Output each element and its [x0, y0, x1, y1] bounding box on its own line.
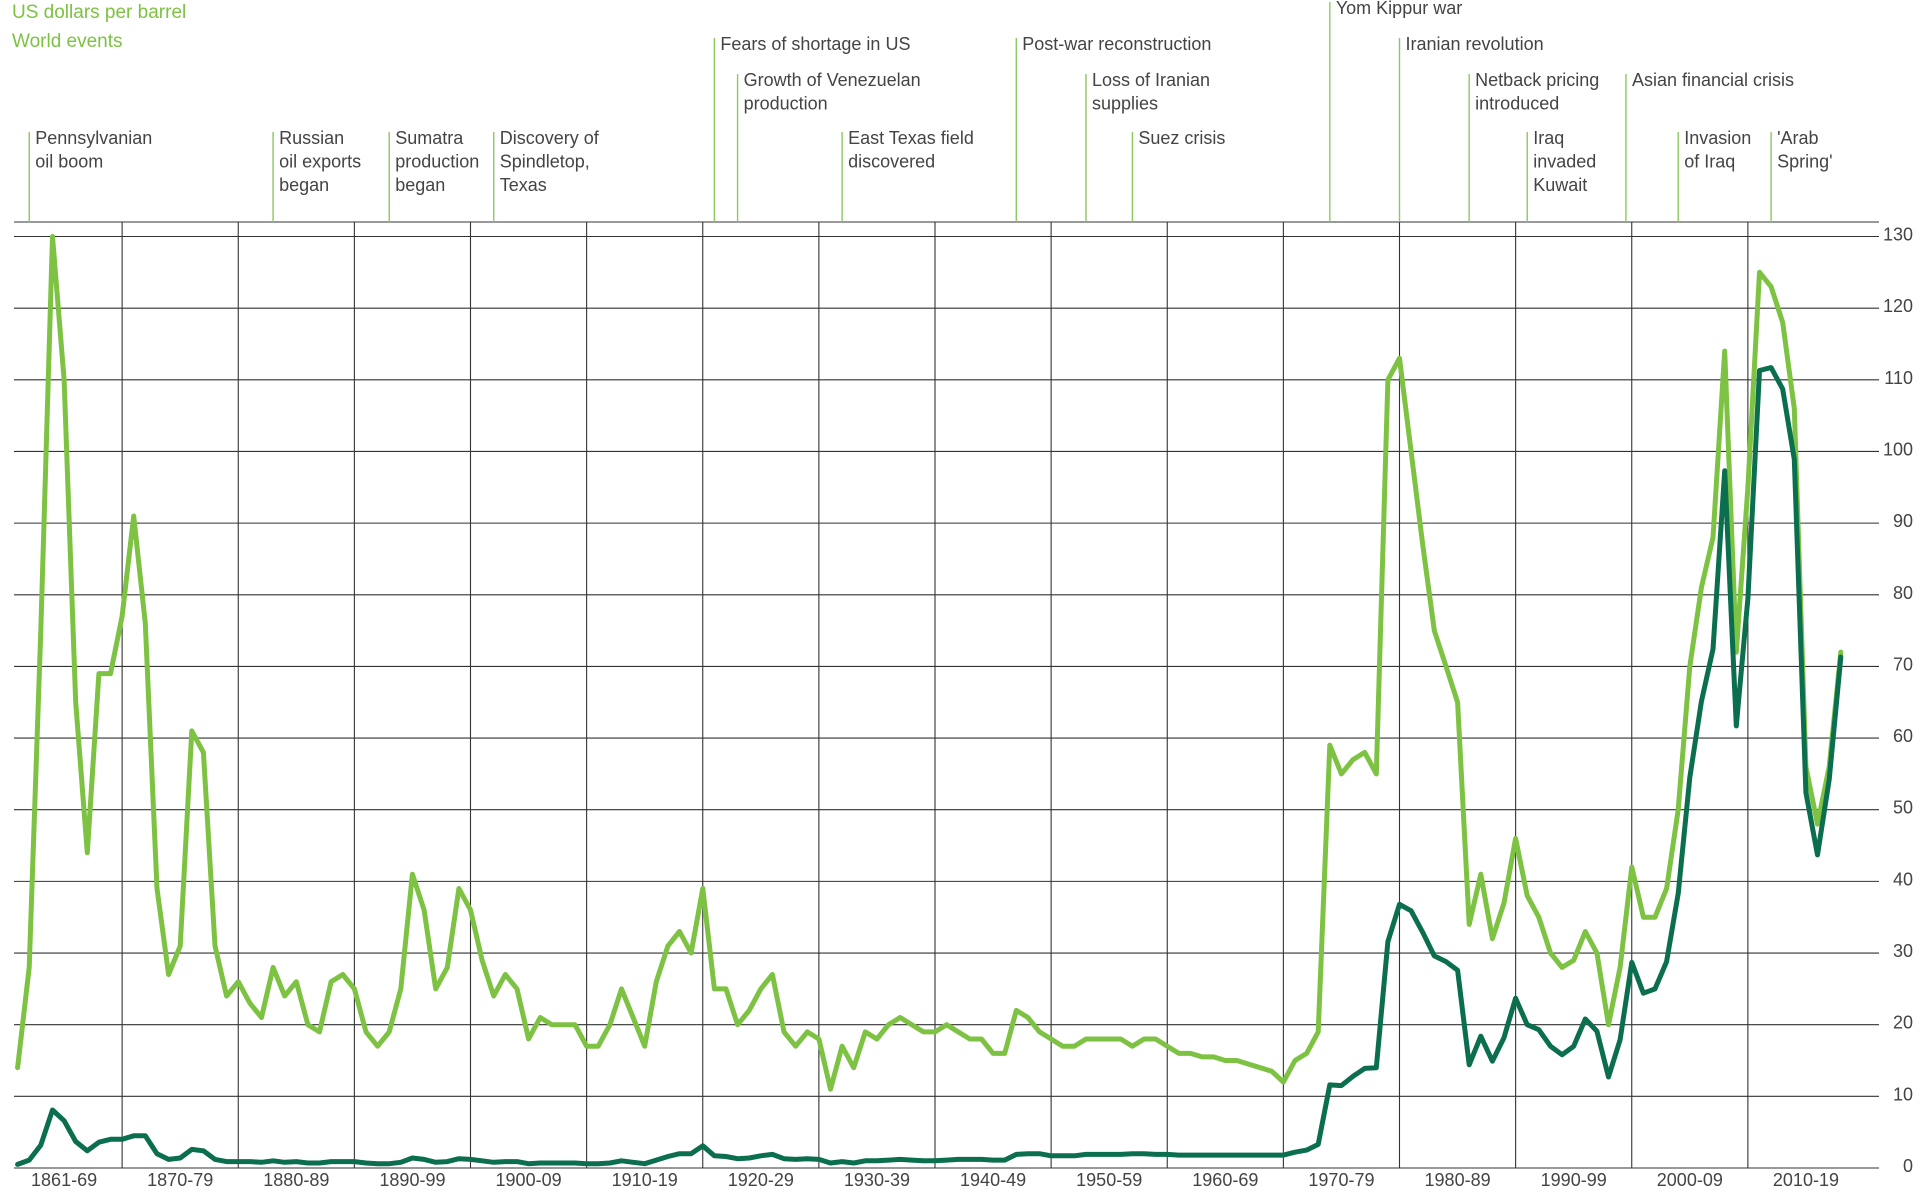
- price-line: [15, 234, 1844, 1092]
- event-label: Discovery of: [500, 128, 600, 148]
- event-label: invaded: [1533, 151, 1596, 171]
- events-label: World events: [12, 31, 123, 52]
- x-tick-label: 1920-29: [728, 1170, 794, 1190]
- event-label: began: [395, 175, 445, 195]
- event-label: production: [395, 151, 479, 171]
- event-label: production: [744, 93, 828, 113]
- event-label: Invasion: [1684, 128, 1751, 148]
- x-tick-label: 1861-69: [31, 1170, 97, 1190]
- event-label: Pennsylvanian: [35, 128, 152, 148]
- y-tick-label: 110: [1884, 368, 1913, 388]
- y-tick-label: 70: [1893, 654, 1913, 674]
- y-tick-label: 100: [1883, 439, 1913, 459]
- event-label: Loss of Iranian: [1092, 70, 1210, 90]
- price-line: [15, 365, 1844, 1167]
- x-tick-label: 1950-59: [1076, 1170, 1142, 1190]
- event-label: of Iraq: [1684, 151, 1735, 171]
- x-tick-label: 1960-69: [1192, 1170, 1258, 1190]
- event-label: Russian: [279, 128, 344, 148]
- x-tick-label: 1940-49: [960, 1170, 1026, 1190]
- event-label: Growth of Venezuelan: [744, 70, 921, 90]
- event-label: oil exports: [279, 151, 361, 171]
- event-label: 'Arab: [1777, 128, 1818, 148]
- x-tick-label: 1930-39: [844, 1170, 910, 1190]
- event-label: Spindletop,: [500, 151, 590, 171]
- x-tick-label: 1900-09: [496, 1170, 562, 1190]
- y-tick-label: 60: [1893, 726, 1913, 746]
- event-label: Iranian revolution: [1406, 34, 1544, 54]
- event-label: oil boom: [35, 151, 103, 171]
- event-label: Fears of shortage in US: [720, 34, 910, 54]
- y-tick-label: 80: [1893, 583, 1913, 603]
- x-tick-label: 1870-79: [147, 1170, 213, 1190]
- event-label: Asian financial crisis: [1632, 70, 1794, 90]
- x-tick-label: 1980-89: [1425, 1170, 1491, 1190]
- event-label: Texas: [500, 175, 547, 195]
- x-tick-label: 1880-89: [263, 1170, 329, 1190]
- axis-unit-label: US dollars per barrel: [12, 2, 186, 23]
- y-tick-label: 0: [1903, 1156, 1913, 1176]
- x-tick-label: 2010-19: [1773, 1170, 1839, 1190]
- event-label: began: [279, 175, 329, 195]
- event-label: Spring': [1777, 151, 1832, 171]
- x-tick-label: 1970-79: [1308, 1170, 1374, 1190]
- x-tick-label: 1910-19: [612, 1170, 678, 1190]
- event-label: East Texas field: [848, 128, 974, 148]
- y-tick-label: 20: [1893, 1013, 1913, 1033]
- event-label: introduced: [1475, 93, 1559, 113]
- y-tick-label: 90: [1893, 511, 1913, 531]
- event-label: supplies: [1092, 93, 1158, 113]
- y-tick-label: 50: [1893, 798, 1913, 818]
- y-tick-label: 120: [1883, 296, 1913, 316]
- y-tick-label: 30: [1893, 941, 1913, 961]
- y-tick-label: 10: [1893, 1084, 1913, 1104]
- x-tick-label: 1890-99: [379, 1170, 445, 1190]
- event-label: Kuwait: [1533, 175, 1587, 195]
- event-label: Suez crisis: [1138, 128, 1225, 148]
- event-label: Iraq: [1533, 128, 1564, 148]
- event-label: Post-war reconstruction: [1022, 34, 1211, 54]
- event-label: Sumatra: [395, 128, 464, 148]
- event-label: Netback pricing: [1475, 70, 1599, 90]
- x-tick-label: 2000-09: [1657, 1170, 1723, 1190]
- x-tick-label: 1990-99: [1541, 1170, 1607, 1190]
- y-tick-label: 40: [1893, 869, 1913, 889]
- y-tick-label: 130: [1883, 225, 1913, 245]
- event-label: Yom Kippur war: [1336, 0, 1462, 18]
- event-label: discovered: [848, 151, 935, 171]
